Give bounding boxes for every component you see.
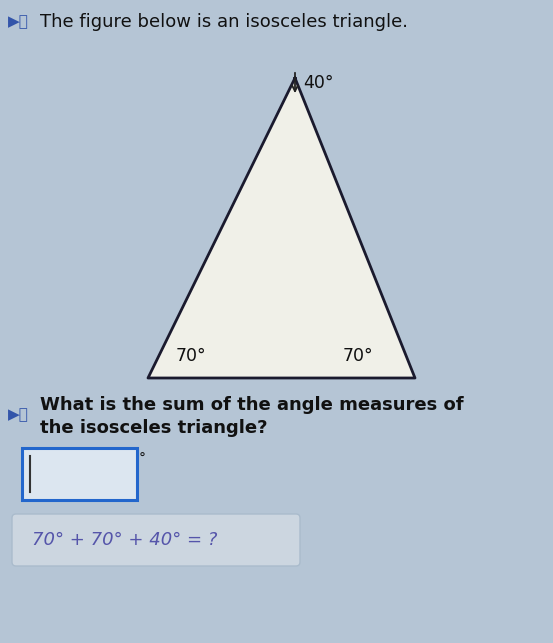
Bar (22, 448, 137, 500)
Polygon shape (148, 78, 415, 378)
Text: 70°: 70° (343, 347, 374, 365)
Text: ▶⦿: ▶⦿ (8, 408, 29, 422)
Text: ▶⦿: ▶⦿ (8, 15, 29, 30)
Text: What is the sum of the angle measures of: What is the sum of the angle measures of (40, 396, 463, 414)
Text: The figure below is an isosceles triangle.: The figure below is an isosceles triangl… (40, 13, 408, 31)
Text: 40°: 40° (303, 74, 333, 92)
Text: °: ° (139, 452, 146, 466)
FancyBboxPatch shape (12, 514, 300, 566)
Text: the isosceles triangle?: the isosceles triangle? (40, 419, 268, 437)
Text: 70° + 70° + 40° = ?: 70° + 70° + 40° = ? (32, 531, 217, 549)
Text: 70°: 70° (176, 347, 207, 365)
